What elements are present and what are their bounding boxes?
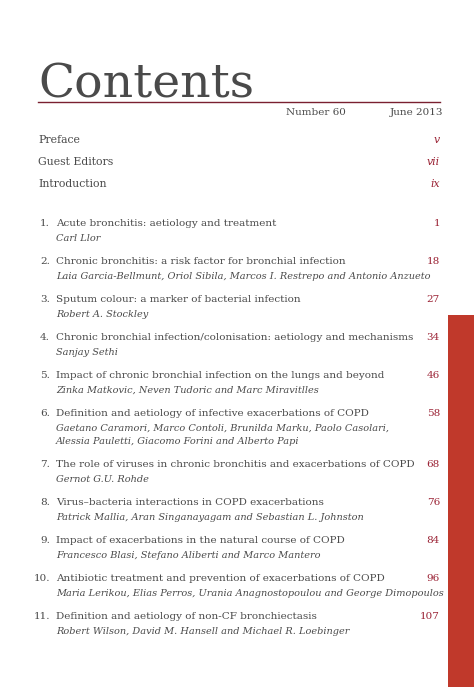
Text: Laia Garcia-Bellmunt, Oriol Sibila, Marcos I. Restrepo and Antonio Anzueto: Laia Garcia-Bellmunt, Oriol Sibila, Marc… bbox=[56, 272, 430, 281]
Text: Sputum colour: a marker of bacterial infection: Sputum colour: a marker of bacterial inf… bbox=[56, 295, 301, 304]
Text: Number 60: Number 60 bbox=[286, 108, 346, 117]
Text: June 2013: June 2013 bbox=[390, 108, 444, 117]
Text: Gernot G.U. Rohde: Gernot G.U. Rohde bbox=[56, 475, 149, 484]
Text: Impact of exacerbations in the natural course of COPD: Impact of exacerbations in the natural c… bbox=[56, 536, 345, 545]
Text: 18: 18 bbox=[427, 257, 440, 266]
Text: Introduction: Introduction bbox=[38, 179, 107, 189]
Text: Maria Lerikou, Elias Perros, Urania Anagnostopoulou and George Dimopoulos: Maria Lerikou, Elias Perros, Urania Anag… bbox=[56, 589, 444, 598]
Text: Contents: Contents bbox=[38, 62, 254, 107]
Text: 10.: 10. bbox=[34, 574, 50, 583]
Text: Robert Wilson, David M. Hansell and Michael R. Loebinger: Robert Wilson, David M. Hansell and Mich… bbox=[56, 627, 349, 636]
Text: 11.: 11. bbox=[34, 612, 50, 621]
Text: 107: 107 bbox=[420, 612, 440, 621]
Text: 3.: 3. bbox=[40, 295, 50, 304]
Text: 2.: 2. bbox=[40, 257, 50, 266]
Text: 76: 76 bbox=[427, 498, 440, 507]
Text: 5.: 5. bbox=[40, 371, 50, 380]
Text: Chronic bronchial infection/colonisation: aetiology and mechanisms: Chronic bronchial infection/colonisation… bbox=[56, 333, 413, 342]
Text: vii: vii bbox=[427, 157, 440, 167]
Text: Robert A. Stockley: Robert A. Stockley bbox=[56, 310, 148, 319]
Text: 46: 46 bbox=[427, 371, 440, 380]
Text: Francesco Blasi, Stefano Aliberti and Marco Mantero: Francesco Blasi, Stefano Aliberti and Ma… bbox=[56, 551, 320, 560]
Text: 8.: 8. bbox=[40, 498, 50, 507]
Text: 1: 1 bbox=[433, 219, 440, 228]
Text: ix: ix bbox=[430, 179, 440, 189]
Text: Zinka Matkovic, Neven Tudoric and Marc Miravitlles: Zinka Matkovic, Neven Tudoric and Marc M… bbox=[56, 386, 319, 395]
Text: 27: 27 bbox=[427, 295, 440, 304]
Text: 96: 96 bbox=[427, 574, 440, 583]
Text: v: v bbox=[434, 135, 440, 145]
Text: Patrick Mallia, Aran Singanayagam and Sebastian L. Johnston: Patrick Mallia, Aran Singanayagam and Se… bbox=[56, 513, 364, 522]
Text: Alessia Pauletti, Giacomo Forini and Alberto Papi: Alessia Pauletti, Giacomo Forini and Alb… bbox=[56, 437, 300, 446]
Text: 6.: 6. bbox=[40, 409, 50, 418]
Text: 7.: 7. bbox=[40, 460, 50, 469]
Text: Definition and aetiology of non-CF bronchiectasis: Definition and aetiology of non-CF bronc… bbox=[56, 612, 317, 621]
Text: Sanjay Sethi: Sanjay Sethi bbox=[56, 348, 118, 357]
Text: Virus–bacteria interactions in COPD exacerbations: Virus–bacteria interactions in COPD exac… bbox=[56, 498, 324, 507]
Text: Impact of chronic bronchial infection on the lungs and beyond: Impact of chronic bronchial infection on… bbox=[56, 371, 384, 380]
Text: 9.: 9. bbox=[40, 536, 50, 545]
Text: Guest Editors: Guest Editors bbox=[38, 157, 113, 167]
Text: Acute bronchitis: aetiology and treatment: Acute bronchitis: aetiology and treatmen… bbox=[56, 219, 276, 228]
Text: Antibiotic treatment and prevention of exacerbations of COPD: Antibiotic treatment and prevention of e… bbox=[56, 574, 385, 583]
Bar bbox=[448, 315, 474, 687]
Text: Gaetano Caramori, Marco Contoli, Brunilda Marku, Paolo Casolari,: Gaetano Caramori, Marco Contoli, Brunild… bbox=[56, 424, 389, 433]
Text: Definition and aetiology of infective exacerbations of COPD: Definition and aetiology of infective ex… bbox=[56, 409, 369, 418]
Text: 84: 84 bbox=[427, 536, 440, 545]
Text: Chronic bronchitis: a risk factor for bronchial infection: Chronic bronchitis: a risk factor for br… bbox=[56, 257, 346, 266]
Text: The role of viruses in chronic bronchitis and exacerbations of COPD: The role of viruses in chronic bronchiti… bbox=[56, 460, 415, 469]
Text: Preface: Preface bbox=[38, 135, 80, 145]
Text: 34: 34 bbox=[427, 333, 440, 342]
Text: 68: 68 bbox=[427, 460, 440, 469]
Text: 4.: 4. bbox=[40, 333, 50, 342]
Text: 58: 58 bbox=[427, 409, 440, 418]
Text: Carl Llor: Carl Llor bbox=[56, 234, 100, 243]
Text: 1.: 1. bbox=[40, 219, 50, 228]
